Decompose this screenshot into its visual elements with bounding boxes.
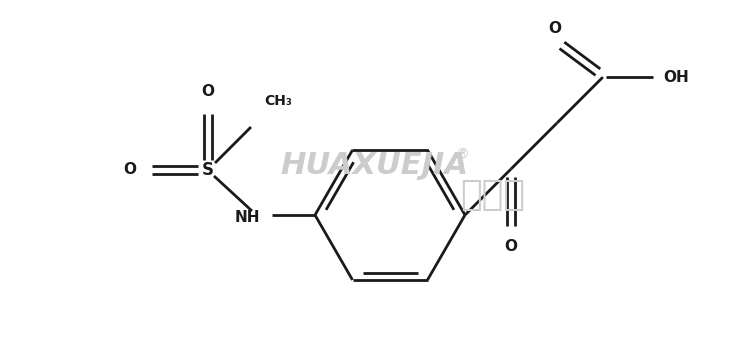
Text: O: O (504, 239, 517, 253)
Text: OH: OH (663, 70, 689, 85)
Text: S: S (202, 161, 214, 179)
Text: O: O (548, 21, 562, 36)
Text: NH: NH (234, 209, 260, 225)
Text: O: O (202, 84, 215, 99)
Text: 化学加: 化学加 (460, 178, 525, 212)
Text: CH₃: CH₃ (264, 94, 292, 108)
Text: HUAXUEJIA: HUAXUEJIA (280, 151, 468, 179)
Text: O: O (123, 162, 137, 178)
Text: ®: ® (455, 148, 469, 162)
